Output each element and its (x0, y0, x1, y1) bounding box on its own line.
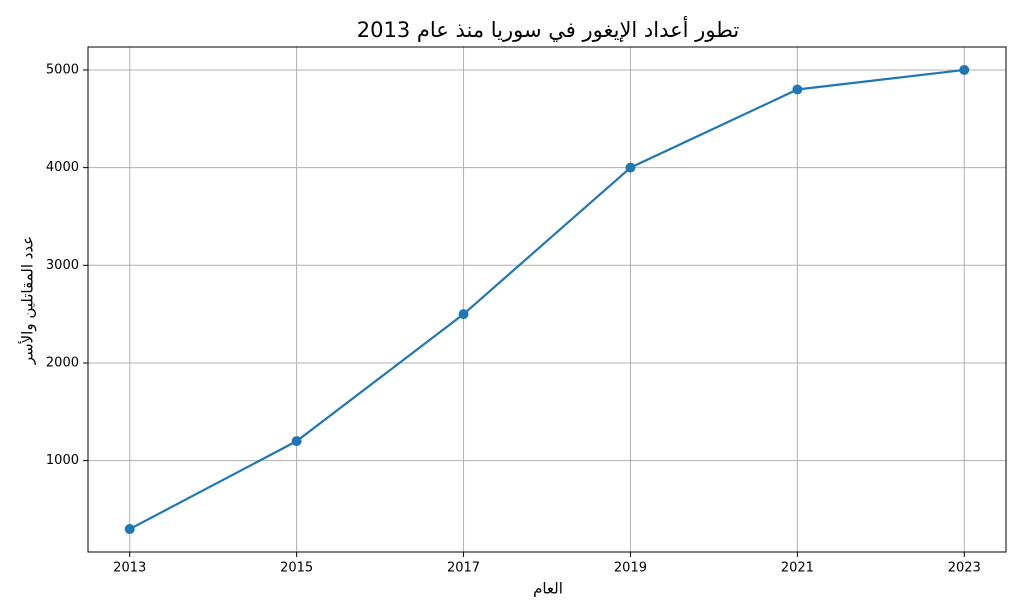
x-tick-label: 2021 (781, 561, 814, 576)
x-tick-label: 2013 (113, 561, 146, 576)
chart-title: تطور أعداد الإيغور في سوريا منذ عام 2013 (357, 16, 740, 42)
y-tick-label: 4000 (46, 160, 79, 175)
x-tick-label: 2023 (948, 561, 981, 576)
plot-frame (87, 46, 1007, 553)
x-tick-label: 2017 (447, 561, 480, 576)
data-point (625, 162, 636, 173)
y-tick-label: 3000 (46, 258, 79, 273)
y-tick-label: 1000 (46, 453, 79, 468)
y-axis-label: عدد المقاتلين والأسر (18, 236, 37, 366)
x-axis-label: العام (533, 580, 563, 598)
y-tick-label: 5000 (46, 62, 79, 77)
data-point (792, 84, 803, 95)
data-point (959, 64, 970, 75)
data-point (458, 309, 469, 320)
data-point (124, 524, 135, 535)
data-point (291, 436, 302, 447)
x-tick-label: 2015 (280, 561, 313, 576)
x-tick-label: 2019 (614, 561, 647, 576)
data-line (129, 68, 965, 531)
y-tick-label: 2000 (46, 355, 79, 370)
